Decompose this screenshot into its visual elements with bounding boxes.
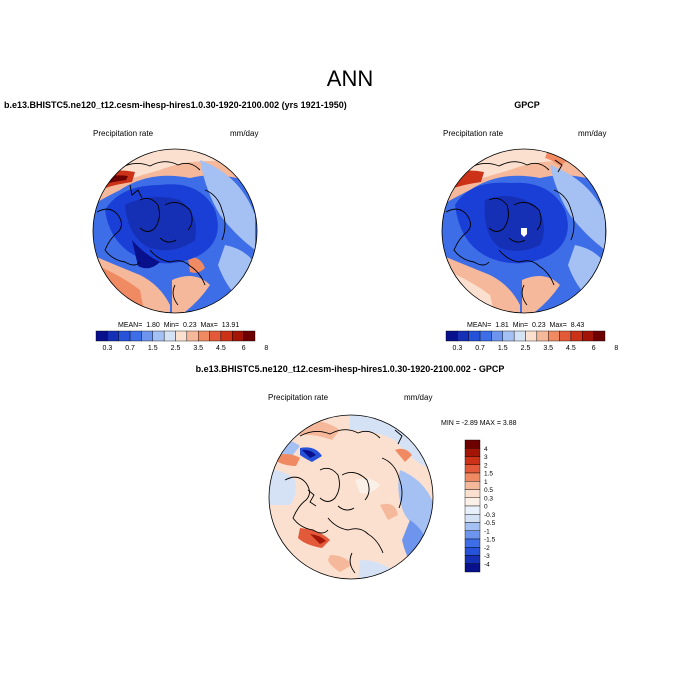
model-colorbar-tick-label: 4.5 — [216, 345, 226, 352]
diff-colorbar-tick-label: 4 — [484, 446, 488, 453]
obs-variable-label: Precipitation rate — [443, 129, 504, 138]
diff-colorbar-tick-label: 2 — [484, 462, 488, 469]
model-colorbar-swatch — [118, 330, 131, 342]
diff-colorbar-tick-label: -2 — [484, 545, 490, 552]
model-colorbar-swatch — [152, 330, 165, 342]
diff-colorbar-tick-label: -1.5 — [484, 537, 496, 544]
diff-colorbar-tick-label: -0.5 — [484, 520, 496, 527]
diff-colorbar-tick-label: 1.5 — [484, 471, 493, 478]
model-colorbar-swatch — [129, 330, 142, 342]
model-colorbar-tick-label: 3.5 — [193, 345, 203, 352]
model-stats: MEAN= 1.80 Min= 0.23 Max= 13.91 — [118, 322, 240, 329]
model-colorbar-swatch — [95, 330, 108, 342]
model-variable-label: Precipitation rate — [93, 129, 154, 138]
diff-colorbar-swatch — [464, 489, 481, 498]
model-colorbar-swatch — [175, 330, 188, 342]
diff-colorbar-swatch — [464, 464, 481, 474]
diff-colorbar-tick-label: 3 — [484, 454, 488, 461]
model-colorbar-tick-label: 2.5 — [171, 345, 181, 352]
diff-colorbar-swatch — [464, 547, 481, 556]
diff-colorbar-swatch — [464, 555, 481, 564]
diff-units-label: mm/day — [404, 393, 433, 402]
obs-panel-title: GPCP — [514, 100, 540, 110]
diff-colorbar-tick-label: -4 — [484, 561, 490, 568]
obs-colorbar-swatch — [593, 330, 606, 342]
diff-colorbar-tick-label: -1 — [484, 528, 490, 535]
obs-colorbar-swatch — [479, 330, 492, 342]
diff-stats: MIN = -2.89 MAX = 3.88 — [441, 420, 517, 427]
model-colorbar-tick-label: 1.5 — [148, 345, 158, 352]
diff-polar-map — [268, 414, 434, 580]
diff-colorbar-swatch — [464, 439, 481, 449]
model-colorbar: 0.3 0.7 1.5 2.5 3.5 4.5 6 8 — [95, 330, 268, 352]
obs-colorbar-swatch — [468, 330, 481, 342]
model-colorbar-swatch — [220, 330, 233, 342]
obs-colorbar-tick-label: 1.5 — [498, 345, 508, 352]
obs-colorbar-tick-label: 4.5 — [566, 345, 576, 352]
obs-colorbar-tick-label: 6 — [592, 345, 596, 352]
obs-colorbar-swatch — [570, 330, 583, 342]
obs-stats: MEAN= 1.81 Min= 0.23 Max= 8.43 — [467, 322, 585, 329]
model-colorbar-tick-label: 0.7 — [125, 345, 135, 352]
model-panel-title: b.e13.BHISTC5.ne120_t12.cesm-ihesp-hires… — [4, 100, 347, 110]
model-colorbar-swatch — [198, 330, 210, 342]
figure-title: ANN — [326, 66, 374, 91]
diff-colorbar-swatch — [464, 530, 481, 540]
diff-colorbar-swatch — [464, 514, 481, 523]
diff-colorbar-tick-label: 0.5 — [484, 487, 493, 494]
model-colorbar-tick-label: 6 — [242, 345, 246, 352]
model-colorbar-tick-label: 8 — [264, 345, 268, 352]
diff-colorbar-swatch — [464, 497, 481, 507]
diff-colorbar-swatch — [464, 472, 481, 482]
obs-colorbar: 0.3 0.7 1.5 2.5 3.5 4.5 6 8 — [445, 330, 618, 352]
obs-colorbar-swatch — [457, 330, 469, 342]
obs-colorbar-swatch — [536, 330, 549, 342]
obs-colorbar-tick-label: 0.3 — [452, 345, 462, 352]
diff-colorbar-swatch — [464, 522, 481, 531]
model-colorbar-swatch — [163, 330, 176, 342]
diff-colorbar-swatch — [464, 448, 481, 457]
diff-colorbar-swatch — [464, 456, 481, 465]
model-units-label: mm/day — [230, 129, 259, 138]
obs-units-label: mm/day — [578, 129, 607, 138]
obs-colorbar-swatch — [502, 330, 515, 342]
obs-colorbar-swatch — [525, 330, 538, 342]
diff-colorbar-swatch — [464, 481, 481, 490]
diff-colorbar-tick-label: 1 — [484, 479, 488, 486]
diff-variable-label: Precipitation rate — [268, 393, 329, 402]
obs-colorbar-tick-label: 8 — [614, 345, 618, 352]
model-colorbar-swatch — [141, 330, 153, 342]
obs-colorbar-tick-label: 3.5 — [543, 345, 553, 352]
obs-colorbar-swatch — [513, 330, 526, 342]
diff-colorbar: 432 1.510.50.3 0-0.3-0.5-1 -1.5-2-3-4 — [464, 439, 496, 573]
obs-colorbar-swatch — [445, 330, 458, 342]
diff-colorbar-swatch — [464, 505, 481, 515]
diff-colorbar-tick-label: -3 — [484, 553, 490, 560]
diff-colorbar-swatch — [464, 538, 481, 548]
diff-colorbar-tick-label: 0 — [484, 504, 488, 511]
diff-colorbar-tick-label: 0.3 — [484, 495, 493, 502]
model-colorbar-swatch — [107, 330, 119, 342]
diff-panel-title: b.e13.BHISTC5.ne120_t12.cesm-ihesp-hires… — [195, 364, 505, 374]
obs-colorbar-swatch — [559, 330, 572, 342]
obs-colorbar-tick-label: 2.5 — [521, 345, 531, 352]
obs-colorbar-swatch — [548, 330, 560, 342]
obs-polar-map — [441, 148, 607, 314]
diff-colorbar-swatch — [464, 563, 481, 573]
model-colorbar-swatch — [232, 330, 244, 342]
model-colorbar-swatch — [243, 330, 256, 342]
model-polar-map — [92, 148, 258, 314]
model-colorbar-swatch — [209, 330, 222, 342]
obs-colorbar-swatch — [582, 330, 594, 342]
model-colorbar-swatch — [186, 330, 199, 342]
obs-colorbar-swatch — [491, 330, 503, 342]
diff-colorbar-tick-label: -0.3 — [484, 512, 496, 519]
obs-colorbar-tick-label: 0.7 — [475, 345, 485, 352]
model-colorbar-tick-label: 0.3 — [102, 345, 112, 352]
